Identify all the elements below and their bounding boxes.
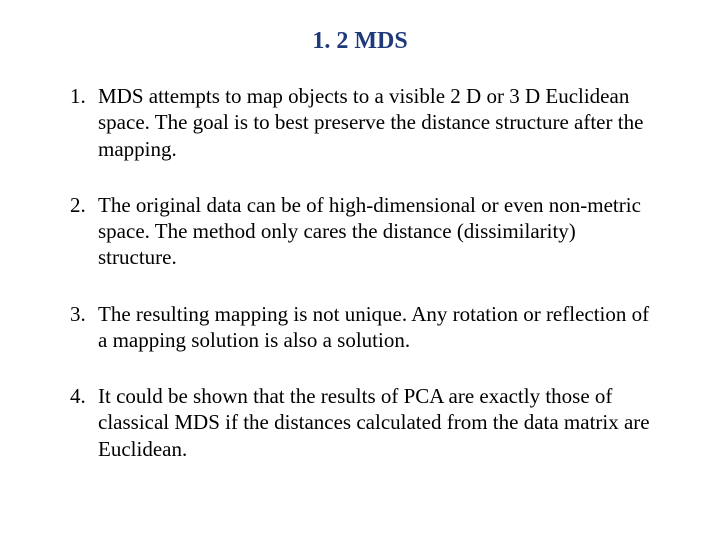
- list-item-text: MDS attempts to map objects to a visible…: [98, 84, 643, 161]
- list-item: It could be shown that the results of PC…: [70, 383, 650, 462]
- list-item: The original data can be of high-dimensi…: [70, 192, 650, 271]
- list-item: MDS attempts to map objects to a visible…: [70, 83, 650, 162]
- slide: 1. 2 MDS MDS attempts to map objects to …: [0, 0, 720, 540]
- list-item-text: The original data can be of high-dimensi…: [98, 193, 641, 270]
- list-item-text: It could be shown that the results of PC…: [98, 384, 650, 461]
- numbered-list: MDS attempts to map objects to a visible…: [70, 83, 650, 462]
- slide-title: 1. 2 MDS: [70, 28, 650, 55]
- list-item: The resulting mapping is not unique. Any…: [70, 301, 650, 354]
- list-item-text: The resulting mapping is not unique. Any…: [98, 302, 649, 352]
